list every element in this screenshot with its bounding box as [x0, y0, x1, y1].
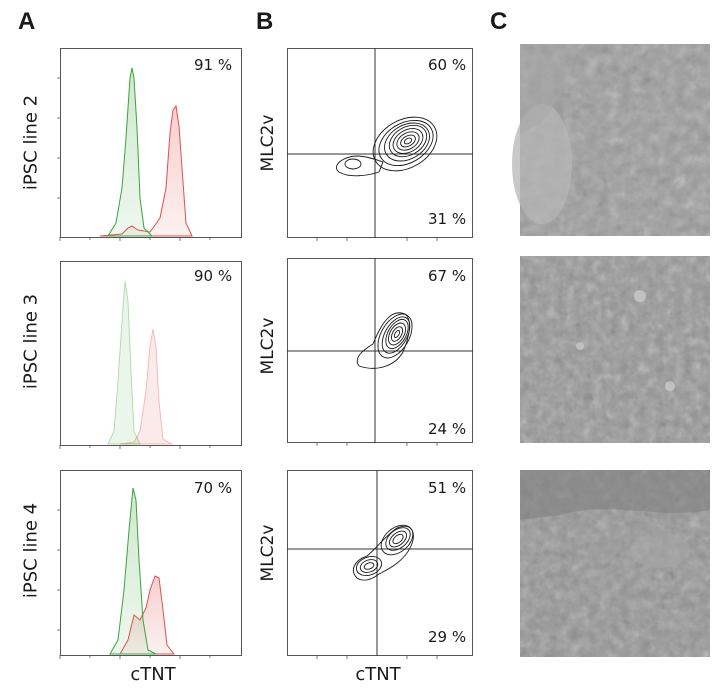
contour-y-label-3: MLC2v: [258, 524, 278, 582]
panel-letter-c: C: [490, 8, 508, 35]
histogram-percent-1: 91 %: [194, 56, 233, 74]
ctnt-histogram: [99, 104, 193, 237]
contour-plot-3: [287, 470, 473, 659]
histogram-percent-2: 90 %: [194, 267, 233, 285]
upper-quadrant-percent-2: 67 %: [428, 267, 467, 285]
contour-plot-2: [287, 258, 473, 446]
plot-frame: [287, 470, 473, 656]
plot-frame: [287, 48, 473, 238]
micrograph-3: [520, 470, 710, 657]
control-histogram: [109, 487, 157, 655]
contour-lines: [356, 312, 413, 369]
lower-quadrant-percent-1: 31 %: [428, 210, 467, 228]
plot-frame: [60, 48, 242, 238]
panel-letter-b: B: [256, 8, 274, 35]
plot-frame: [60, 470, 242, 656]
contour-y-label-1: MLC2v: [258, 114, 278, 172]
ctnt-histogram: [119, 328, 174, 445]
row-label-1: iPSC line 2: [20, 94, 42, 191]
histogram-percent-3: 70 %: [194, 479, 233, 497]
upper-quadrant-percent-3: 51 %: [428, 479, 467, 497]
control-histogram: [107, 280, 141, 445]
histogram-row-2: [59, 261, 242, 449]
row-label-3: iPSC line 4: [20, 502, 42, 599]
contour-lines: [336, 116, 438, 177]
lower-quadrant-percent-3: 29 %: [428, 628, 467, 646]
control-histogram: [107, 67, 154, 237]
histogram-x-label: cTNT: [130, 664, 176, 685]
micrograph-1: [512, 44, 710, 236]
contour-y-label-2: MLC2v: [258, 317, 278, 375]
micrograph-2: [520, 256, 710, 443]
panel-letter-a: A: [18, 8, 36, 35]
lower-quadrant-percent-2: 24 %: [428, 420, 467, 438]
plot-frame: [60, 261, 242, 446]
contour-x-label: cTNT: [355, 664, 401, 685]
upper-quadrant-percent-1: 60 %: [428, 56, 467, 74]
contour-plot-1: [287, 48, 473, 241]
row-label-2: iPSC line 3: [20, 293, 42, 390]
contour-lines: [353, 524, 414, 581]
histogram-row-3: [57, 470, 242, 659]
histogram-row-1: [57, 48, 242, 241]
